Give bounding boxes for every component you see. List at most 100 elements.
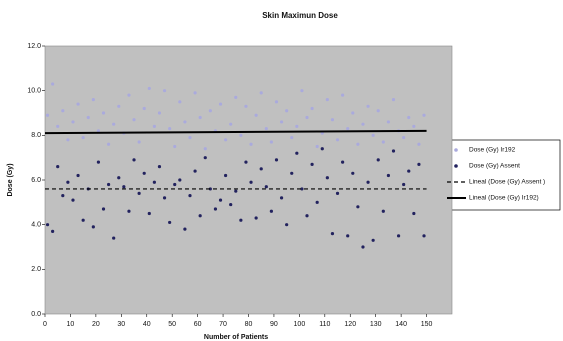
point	[76, 173, 80, 178]
point	[218, 198, 223, 202]
point	[173, 182, 177, 187]
point	[249, 180, 253, 184]
point	[91, 225, 95, 229]
point	[402, 135, 406, 140]
point	[376, 158, 380, 162]
x-tick-label: 70	[219, 321, 227, 328]
point	[76, 102, 80, 106]
point	[412, 211, 416, 216]
point	[188, 135, 192, 140]
point	[315, 200, 319, 204]
point	[315, 144, 319, 149]
point	[305, 214, 309, 218]
point	[300, 89, 304, 93]
point	[341, 93, 345, 97]
point	[152, 124, 156, 128]
x-tick-label: 80	[245, 321, 253, 328]
y-tick-label: 8.0	[31, 132, 41, 139]
point	[61, 194, 65, 198]
point	[335, 138, 340, 142]
y-tick-label: 2.0	[31, 266, 41, 273]
point	[213, 207, 218, 211]
point	[366, 104, 370, 108]
point	[137, 191, 141, 195]
point	[203, 156, 207, 160]
legend-marker	[454, 164, 458, 168]
point	[325, 176, 329, 180]
point	[147, 211, 151, 216]
point	[96, 160, 101, 164]
point	[290, 135, 294, 140]
point	[229, 202, 233, 207]
point	[106, 182, 111, 187]
y-axis-label: Dose (Gy)	[7, 163, 14, 196]
point	[279, 120, 284, 124]
point	[310, 106, 314, 111]
x-tick-label: 30	[117, 321, 125, 328]
legend-label: Lineal (Dose (Gy) Ir192)	[469, 195, 539, 202]
x-tick-label: 90	[270, 321, 278, 328]
point	[356, 142, 360, 146]
point	[264, 127, 268, 131]
point	[386, 120, 391, 124]
x-tick-label: 40	[143, 321, 151, 328]
point	[234, 189, 238, 193]
point	[351, 171, 355, 175]
point	[224, 173, 228, 178]
point	[371, 133, 375, 137]
x-tick-label: 150	[421, 321, 433, 328]
point	[162, 196, 167, 200]
point	[198, 115, 202, 120]
point	[56, 165, 60, 169]
point	[279, 196, 284, 200]
point	[132, 118, 136, 122]
point	[422, 113, 426, 117]
point	[381, 140, 385, 144]
point	[295, 151, 299, 155]
point	[417, 142, 421, 146]
point	[96, 129, 101, 133]
x-tick-label: 10	[67, 321, 75, 328]
point	[259, 91, 263, 95]
point	[142, 106, 146, 111]
point	[249, 142, 253, 146]
point	[152, 180, 156, 184]
point	[183, 120, 187, 124]
point	[188, 194, 192, 198]
point	[198, 214, 202, 218]
point	[239, 133, 243, 137]
y-tick-label: 12.0	[27, 43, 41, 50]
point	[157, 111, 162, 115]
point	[127, 209, 131, 213]
point	[81, 218, 85, 222]
point	[224, 138, 228, 142]
point	[335, 191, 340, 195]
x-tick-label: 0	[43, 321, 47, 328]
point	[396, 234, 401, 238]
point	[51, 82, 55, 86]
point	[178, 178, 182, 182]
point	[56, 124, 60, 128]
point	[45, 113, 50, 117]
x-tick-label: 110	[319, 321, 330, 328]
point	[269, 209, 273, 213]
point	[269, 140, 273, 144]
point	[127, 93, 131, 97]
x-axis-label: Number of Patients	[204, 334, 268, 341]
legend-label: Dose (Gy) Ir192	[469, 147, 516, 154]
point	[137, 140, 141, 144]
point	[285, 109, 289, 113]
point	[407, 169, 411, 173]
point	[386, 173, 391, 178]
x-tick-label: 120	[344, 321, 356, 328]
point	[66, 138, 70, 142]
point	[381, 209, 385, 213]
y-tick-label: 10.0	[27, 88, 41, 95]
point	[234, 95, 238, 99]
y-tick-label: 0.0	[31, 311, 41, 318]
point	[346, 127, 350, 131]
point	[300, 187, 304, 191]
point	[361, 245, 365, 249]
point	[112, 122, 116, 126]
point	[361, 122, 365, 126]
